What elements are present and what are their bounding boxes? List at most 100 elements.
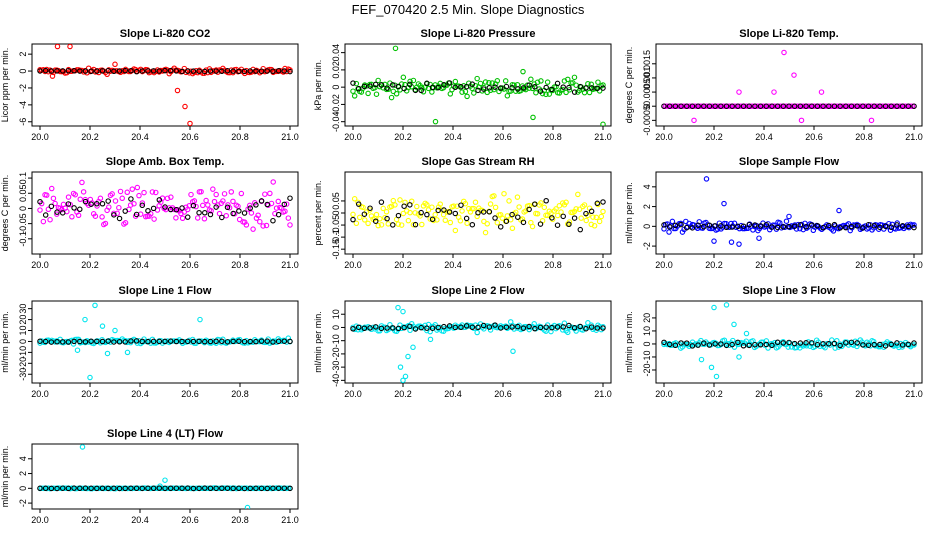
data-point [698, 103, 704, 109]
data-point [497, 325, 504, 331]
data-point [383, 209, 390, 215]
data-point [669, 103, 676, 109]
data-point [281, 485, 288, 491]
data-point [65, 201, 72, 207]
data-point [275, 338, 282, 345]
y-axis-label: kPa per min. [313, 60, 323, 111]
data-point [532, 84, 538, 90]
data-point [122, 485, 128, 492]
data-point [543, 91, 549, 98]
x-tick-label: 20.2 [81, 389, 99, 399]
data-point [398, 222, 405, 228]
data-point [486, 209, 493, 215]
data-point [116, 68, 123, 74]
data-point [566, 322, 572, 329]
data-point [37, 338, 43, 344]
data-point [173, 338, 180, 345]
data-point [419, 221, 425, 228]
data-point [196, 68, 202, 74]
data-point [42, 338, 49, 345]
data-point [150, 68, 157, 74]
data-point [556, 202, 563, 209]
data-point [860, 342, 866, 348]
y-tick-label: 0.0015 [642, 50, 652, 78]
data-point [591, 223, 598, 229]
outlier-point [400, 308, 406, 315]
data-point [482, 229, 489, 236]
data-point [537, 324, 544, 331]
data-point [573, 206, 579, 212]
data-point [139, 68, 146, 74]
data-point [520, 85, 527, 91]
outlier-point [708, 364, 715, 371]
data-point [487, 201, 494, 207]
data-point [860, 225, 866, 231]
data-point [689, 225, 696, 231]
x-tick-label: 20.8 [231, 260, 249, 270]
data-point [167, 67, 174, 74]
data-point [475, 87, 481, 94]
data-point [270, 68, 276, 75]
data-point [241, 210, 248, 216]
data-point [424, 80, 430, 87]
data-point [814, 222, 821, 229]
data-point [190, 68, 197, 74]
data-point [899, 103, 906, 109]
data-point [228, 189, 235, 195]
data-point [200, 202, 206, 209]
data-point [701, 340, 707, 346]
data-point [452, 78, 459, 85]
data-point [194, 215, 201, 221]
data-point [894, 103, 900, 109]
data-point [42, 485, 49, 492]
data-point [273, 205, 280, 211]
data-point [350, 88, 356, 94]
data-point [77, 338, 83, 345]
data-point [791, 340, 798, 347]
data-point [287, 222, 293, 228]
data-point [689, 103, 696, 109]
outlier-point [400, 377, 406, 383]
x-tick-label: 20.2 [394, 260, 412, 270]
data-point [452, 324, 459, 331]
data-point [533, 89, 539, 96]
outlier-point [397, 364, 404, 370]
data-point [594, 85, 601, 92]
data-point [133, 485, 140, 492]
data-point [595, 79, 601, 85]
data-point [457, 218, 464, 224]
data-point [367, 205, 373, 211]
data-point [54, 68, 60, 74]
outlier-point [124, 349, 131, 356]
data-point [190, 338, 197, 345]
data-point [590, 214, 596, 220]
plot-frame [31, 43, 299, 127]
x-tick-label: 20.4 [755, 389, 773, 399]
outlier-point [187, 120, 193, 126]
outlier-point [112, 327, 118, 334]
data-point [139, 200, 146, 206]
data-point [43, 192, 50, 198]
x-tick-label: 20.6 [494, 260, 512, 270]
data-point [412, 210, 418, 216]
data-point [77, 206, 83, 213]
data-point [814, 103, 821, 109]
panel-7: Slope Line 1 Flow 20.0 20.2 20.4 20.6 20.8 21.… [0, 285, 299, 399]
data-point [181, 209, 188, 215]
data-point [566, 219, 573, 225]
x-tick-label: 20.0 [344, 132, 362, 142]
data-point [414, 203, 420, 210]
data-point [492, 204, 499, 211]
data-point [99, 338, 106, 345]
data-point [786, 339, 792, 346]
data-point [255, 212, 261, 218]
panel-title: Slope Line 4 (LT) Flow [107, 428, 223, 440]
data-point [509, 225, 516, 232]
data-point [126, 485, 132, 492]
data-point [793, 103, 800, 109]
data-point [392, 202, 398, 208]
data-point [350, 80, 356, 86]
data-point [546, 91, 553, 97]
y-tick-label: 0 [18, 339, 28, 344]
outlier-point [736, 89, 742, 95]
